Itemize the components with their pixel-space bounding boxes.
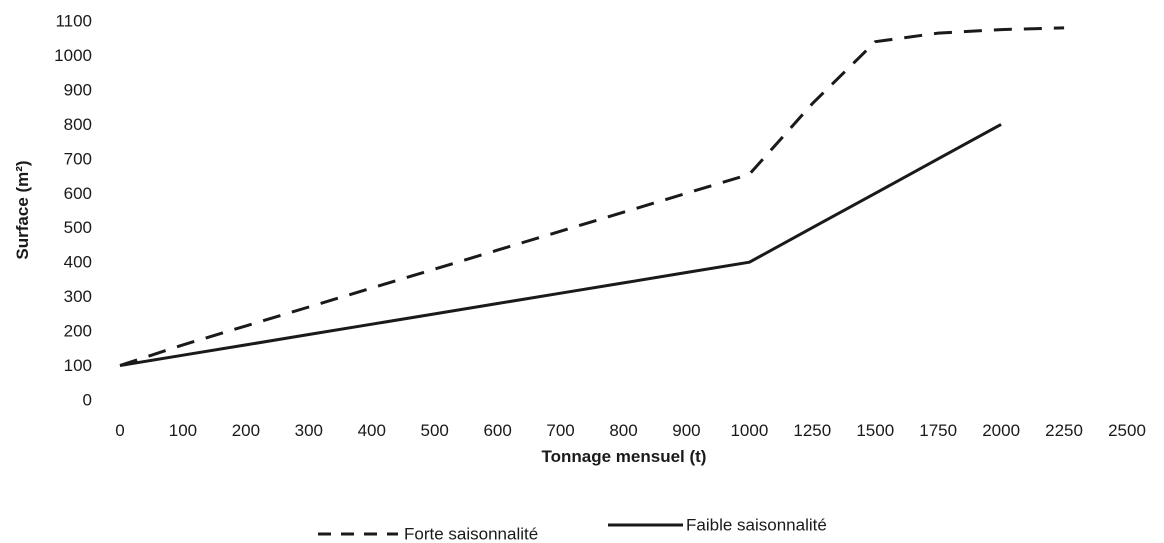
y-tick-label: 900 — [64, 80, 92, 99]
x-tick-label: 500 — [421, 421, 449, 440]
x-tick-label: 800 — [609, 421, 637, 440]
x-tick-label: 2250 — [1045, 421, 1083, 440]
y-tick-label: 800 — [64, 115, 92, 134]
y-tick-label: 400 — [64, 253, 92, 272]
series-line-faible — [119, 123, 1002, 367]
x-tick-label: 200 — [232, 421, 260, 440]
x-tick-label: 100 — [169, 421, 197, 440]
y-axis-ticks: 0 100 200 300 400 500 600 700 800 900 1000 1100 — [54, 12, 92, 410]
x-tick-label: 400 — [358, 421, 386, 440]
x-tick-label: 1750 — [919, 421, 957, 440]
series-line-forte — [119, 26, 1065, 367]
x-tick-label: 300 — [295, 421, 323, 440]
series-lines — [119, 26, 1065, 367]
x-tick-label: 2500 — [1108, 421, 1146, 440]
y-axis-label: Surface (m²) — [13, 160, 32, 259]
legend-label-faible: Faible saisonnalité — [686, 516, 827, 535]
x-tick-label: 2000 — [982, 421, 1020, 440]
y-tick-label: 0 — [83, 391, 92, 410]
y-tick-label: 100 — [64, 356, 92, 375]
y-tick-label: 700 — [64, 149, 92, 168]
y-tick-label: 300 — [64, 287, 92, 306]
x-tick-label: 700 — [546, 421, 574, 440]
legend-label-forte: Forte saisonnalité — [404, 525, 538, 543]
x-axis-ticks: 0 100 200 300 400 500 600 700 800 900 1000 1250 1500… — [115, 421, 1146, 440]
x-tick-label: 900 — [672, 421, 700, 440]
x-tick-label: 1000 — [730, 421, 768, 440]
y-tick-label: 1100 — [55, 12, 92, 31]
legend: Forte saisonnalité Faible saisonnalité — [318, 516, 827, 543]
y-tick-label: 1000 — [54, 46, 92, 65]
x-tick-label: 1250 — [793, 421, 831, 440]
x-tick-label: 1500 — [856, 421, 894, 440]
y-tick-label: 200 — [64, 322, 92, 341]
y-tick-label: 500 — [64, 218, 92, 237]
x-axis-label: Tonnage mensuel (t) — [542, 447, 707, 466]
x-tick-label: 600 — [483, 421, 511, 440]
x-tick-label: 0 — [115, 421, 124, 440]
y-tick-label: 600 — [64, 184, 92, 203]
